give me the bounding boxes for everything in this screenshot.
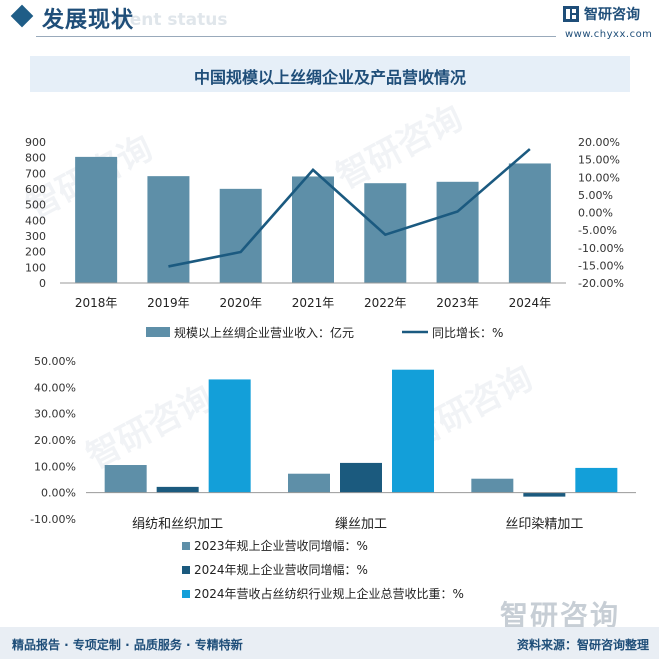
x-tick-label: 2020年 bbox=[219, 296, 262, 310]
growth-grouped-bar-chart: 50.00% 40.00% 30.00% 20.00% 10.00% 0.00% -10.0… bbox=[30, 355, 636, 601]
x-tick-label: 2021年 bbox=[292, 296, 335, 310]
bar bbox=[75, 156, 118, 283]
chart-title-banner: 中国规模以上丝绸企业及产品营收情况 bbox=[30, 56, 630, 92]
y-right-tick-label: -20.00% bbox=[578, 277, 624, 290]
footer-source: 资料来源：智研咨询整理 bbox=[516, 638, 649, 652]
brand-logo-icon bbox=[563, 6, 579, 22]
y-right-tick-label: -10.00% bbox=[578, 242, 624, 255]
legend-swatch bbox=[182, 566, 190, 574]
bar bbox=[147, 176, 190, 283]
page-footer: 精品报告 · 专项定制 · 品质服务 · 专精特新 资料来源：智研咨询整理 bbox=[0, 627, 659, 659]
legend-swatch bbox=[182, 590, 190, 598]
bar bbox=[508, 163, 551, 283]
revenue-combo-chart: 900 800 700 600 500 400 300 200 100 0 20.00% 15.00%… bbox=[25, 136, 624, 340]
x-tick-label: 2023年 bbox=[436, 296, 479, 310]
x-tick-label: 2018年 bbox=[75, 296, 118, 310]
y-left-tick-label: 600 bbox=[25, 183, 46, 196]
x-tick-label: 2024年 bbox=[509, 296, 552, 310]
legend-label: 同比增长：% bbox=[432, 326, 503, 340]
y-left-tick-label: 400 bbox=[25, 214, 46, 227]
brand-name: 智研咨询 bbox=[584, 7, 640, 23]
y-right-tick-label: -5.00% bbox=[578, 224, 617, 237]
legend-label: 规模以上丝绸企业营业收入：亿元 bbox=[174, 325, 354, 340]
legend-swatch bbox=[182, 542, 190, 550]
y-left-tick-label: 800 bbox=[25, 152, 46, 165]
diamond-icon bbox=[10, 4, 34, 28]
bar bbox=[208, 379, 251, 493]
bar bbox=[340, 462, 382, 493]
y-tick-label: 10.00% bbox=[34, 460, 76, 473]
page-title: 发展现状 bbox=[42, 8, 135, 33]
y-right-tick-label: 15.00% bbox=[578, 154, 620, 167]
y-tick-label: 0.00% bbox=[41, 487, 76, 500]
header-subtitle-en: ment status bbox=[112, 10, 228, 30]
legend-label: 2024年营收占丝纺织行业规上企业总营收比重：% bbox=[194, 586, 464, 601]
y-tick-label: 20.00% bbox=[34, 434, 76, 447]
brand-url: www.chyxx.com bbox=[565, 29, 653, 40]
x-tick-label: 2022年 bbox=[364, 296, 407, 310]
x-tick-label: 丝印染精加工 bbox=[505, 517, 583, 532]
bar bbox=[436, 181, 479, 283]
bar bbox=[523, 492, 566, 497]
y-left-tick-label: 0 bbox=[39, 277, 46, 290]
page-header: ment status 发展现状 智研咨询 www.chyxx.com bbox=[0, 0, 659, 44]
bar bbox=[471, 478, 514, 493]
x-tick-label: 绢纺和丝织加工 bbox=[132, 516, 223, 532]
y-right-tick-label: 10.00% bbox=[578, 171, 620, 184]
y-tick-label: 50.00% bbox=[34, 355, 76, 368]
y-left-tick-label: 100 bbox=[25, 261, 46, 274]
bar bbox=[575, 467, 618, 493]
bar bbox=[104, 465, 147, 493]
chart-title: 中国规模以上丝绸企业及产品营收情况 bbox=[193, 68, 466, 87]
y-right-tick-label: 0.00% bbox=[578, 207, 613, 220]
y-left-tick-label: 200 bbox=[25, 246, 46, 259]
legend-label: 2024年规上企业营收同增幅：% bbox=[194, 562, 368, 577]
x-tick-label: 缫丝加工 bbox=[335, 517, 387, 532]
x-tick-label: 2019年 bbox=[147, 296, 190, 310]
y-right-tick-label: 5.00% bbox=[578, 189, 613, 202]
footer-slogan: 精品报告 · 专项定制 · 品质服务 · 专精特新 bbox=[12, 638, 243, 652]
y-tick-label: 30.00% bbox=[34, 408, 76, 421]
y-left-tick-label: 900 bbox=[25, 136, 46, 149]
legend-swatch-bar bbox=[146, 327, 170, 337]
y-left-tick-label: 500 bbox=[25, 199, 46, 212]
watermark-brand: 智研咨询 bbox=[500, 599, 621, 632]
y-right-tick-label: 20.00% bbox=[578, 136, 620, 149]
bar bbox=[156, 486, 199, 493]
y-left-tick-label: 300 bbox=[25, 230, 46, 243]
y-right-tick-label: -15.00% bbox=[578, 259, 624, 272]
y-tick-label: 40.00% bbox=[34, 381, 76, 394]
bar bbox=[288, 473, 330, 493]
y-left-tick-label: 700 bbox=[25, 167, 46, 180]
bar bbox=[392, 369, 434, 493]
bar bbox=[292, 176, 334, 283]
header-divider bbox=[36, 36, 556, 37]
growth-line bbox=[168, 148, 531, 268]
legend-label: 2023年规上企业营收同增幅：% bbox=[194, 538, 368, 553]
y-tick-label: -10.00% bbox=[30, 513, 76, 526]
